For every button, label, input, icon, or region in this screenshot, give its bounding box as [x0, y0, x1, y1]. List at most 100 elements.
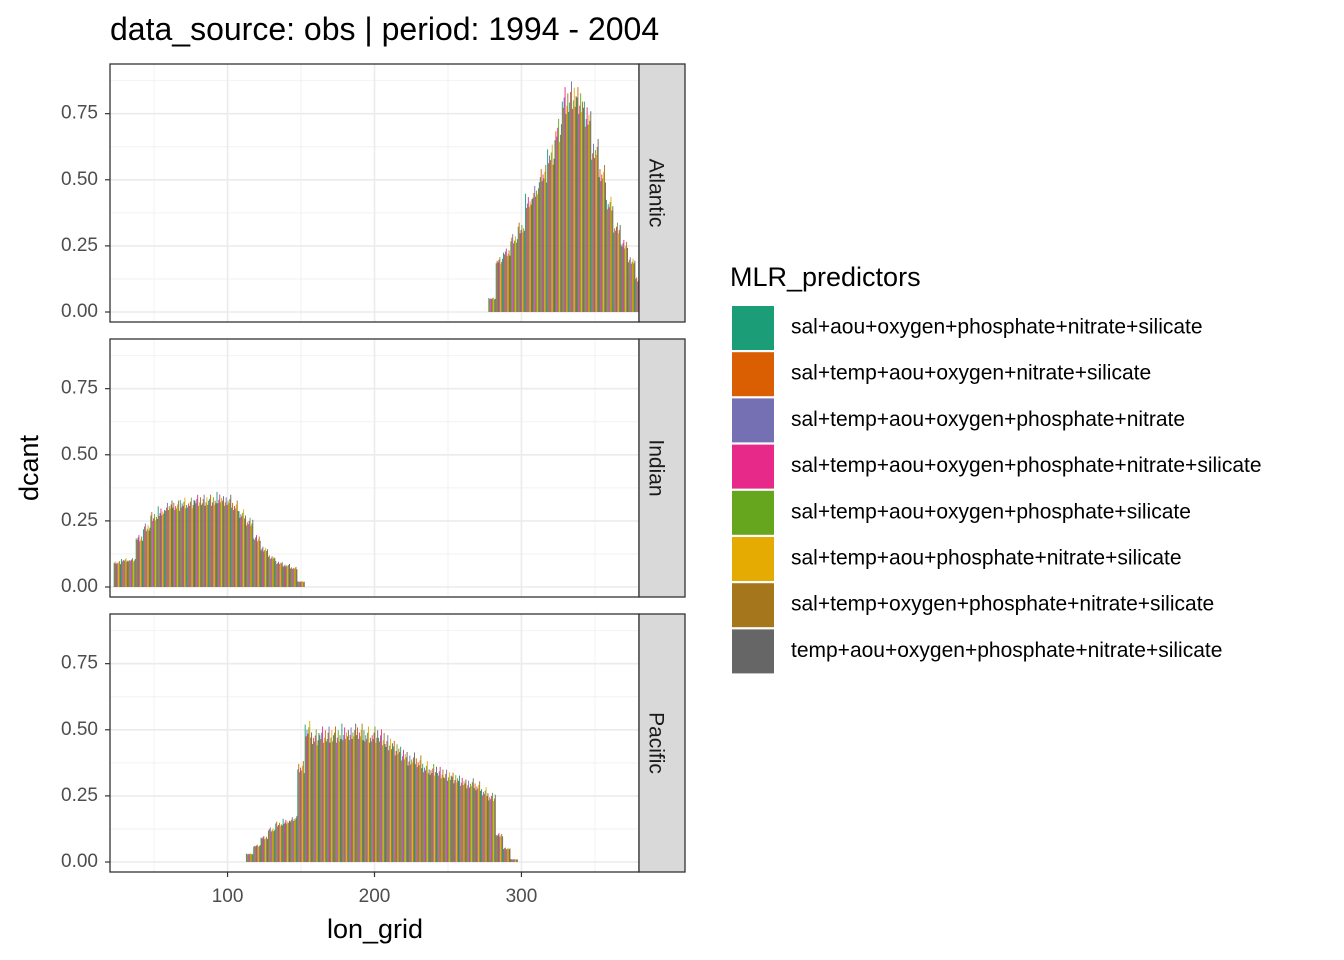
bar	[139, 541, 141, 587]
bar	[620, 244, 622, 312]
bar	[211, 505, 212, 587]
bar	[257, 539, 259, 587]
bar	[514, 859, 516, 862]
bar	[558, 118, 560, 312]
bar	[296, 815, 298, 862]
bar	[208, 500, 210, 587]
bar	[290, 568, 291, 587]
bar	[361, 723, 363, 862]
bar	[157, 506, 159, 587]
bar	[427, 773, 429, 862]
bar	[256, 844, 258, 862]
bar	[573, 87, 575, 312]
x-axis-title: lon_grid	[327, 914, 423, 944]
bar	[154, 514, 156, 587]
bar	[247, 524, 249, 587]
bar	[143, 529, 144, 587]
bar	[549, 160, 551, 312]
bar	[204, 505, 206, 587]
bar	[372, 738, 374, 862]
bar	[302, 761, 304, 862]
bar	[526, 207, 527, 312]
bar	[444, 778, 446, 862]
y-tick-label: 0.00	[61, 301, 98, 322]
bar	[334, 732, 336, 862]
bar	[344, 727, 346, 862]
bar	[335, 742, 337, 862]
bar	[363, 730, 365, 862]
bar	[520, 230, 522, 312]
bar	[489, 299, 491, 312]
bar	[388, 750, 390, 862]
bar	[559, 141, 561, 312]
bar	[386, 740, 388, 862]
bar	[501, 833, 503, 862]
bar	[254, 539, 256, 587]
bar	[625, 245, 627, 312]
bar	[403, 759, 405, 862]
bar	[613, 232, 615, 312]
bar	[378, 737, 380, 862]
bar	[282, 818, 284, 862]
bar	[330, 737, 332, 862]
bar	[507, 253, 509, 312]
bar	[619, 225, 621, 312]
bar	[589, 120, 591, 312]
bar	[413, 757, 414, 862]
bar	[357, 738, 359, 862]
bar	[252, 854, 254, 862]
bar	[260, 550, 262, 587]
bar	[432, 768, 434, 862]
bar	[407, 765, 409, 862]
bar	[617, 233, 619, 312]
bar	[504, 251, 506, 312]
bar	[504, 847, 506, 862]
bar	[148, 530, 150, 587]
bar	[292, 820, 294, 862]
bar	[193, 500, 195, 587]
bar	[256, 845, 257, 862]
bar	[433, 763, 435, 862]
bar	[177, 500, 179, 587]
y-tick-label: 0.75	[61, 103, 98, 124]
bar	[492, 297, 494, 312]
legend-item: sal+temp+aou+oxygen+phosphate+nitrate	[732, 398, 1185, 443]
bar	[366, 738, 368, 862]
bar	[414, 764, 416, 862]
bar	[200, 504, 202, 587]
bar	[308, 727, 310, 862]
bar	[478, 784, 480, 862]
bar	[326, 738, 328, 862]
bar	[271, 556, 273, 587]
bar	[609, 201, 611, 312]
bar	[611, 210, 613, 312]
bar	[294, 820, 296, 862]
bar	[417, 762, 419, 862]
bar	[133, 560, 135, 587]
bar	[452, 772, 454, 862]
bar	[614, 228, 616, 312]
bar	[293, 568, 295, 587]
bar	[593, 143, 594, 312]
bar	[313, 741, 315, 862]
bar	[445, 773, 447, 862]
bar	[574, 106, 576, 313]
bar	[507, 847, 509, 862]
bar	[448, 772, 450, 862]
bar	[241, 516, 243, 587]
bar	[480, 790, 482, 862]
legend-label: sal+temp+aou+phosphate+nitrate+silicate	[791, 547, 1182, 570]
chart-title: data_source: obs | period: 1994 - 2004	[110, 11, 659, 47]
bar	[391, 749, 392, 862]
bar	[399, 752, 401, 862]
y-tick-label: 0.25	[61, 785, 98, 806]
bar	[410, 764, 412, 862]
bar	[253, 846, 255, 862]
bar	[369, 737, 371, 862]
bar	[627, 262, 629, 312]
bar	[233, 510, 234, 587]
facet-panels: Atlantic 0.00 0.25 0.50 0.75 Indian 0.00 0.25 0.…	[61, 63, 686, 873]
bar	[220, 502, 222, 587]
bar	[430, 770, 432, 862]
bar	[515, 236, 516, 312]
